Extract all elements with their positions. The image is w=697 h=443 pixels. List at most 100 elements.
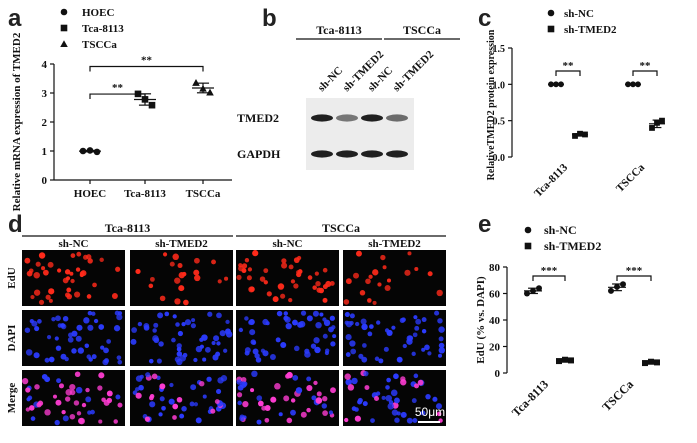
cell-nucleus — [272, 296, 279, 303]
cell-nucleus — [378, 358, 384, 364]
panel-label-a: a — [8, 5, 22, 32]
y-tick-label: 0.0 — [493, 153, 506, 164]
cell-nucleus — [391, 409, 399, 416]
blot-band-GAPDH — [361, 150, 383, 158]
cell-nucleus — [322, 333, 328, 339]
micrograph-row-label: Merge — [6, 383, 18, 414]
cell-nucleus — [400, 379, 407, 386]
cell-nucleus — [37, 319, 42, 324]
cell-nucleus — [412, 418, 418, 423]
cell-nucleus — [44, 409, 51, 416]
data-point-sh-TMED2 — [642, 360, 648, 367]
cell-nucleus — [93, 318, 99, 324]
cell-nucleus — [400, 411, 407, 418]
cell-nucleus — [404, 269, 411, 276]
cell-nucleus — [25, 407, 30, 412]
cell-nucleus — [34, 384, 40, 390]
cell-nucleus — [33, 289, 41, 296]
cell-nucleus — [438, 342, 445, 349]
cell-nucleus — [100, 345, 105, 350]
blot-lane-label: sh-NC — [316, 64, 346, 94]
legend-label: HOEC — [82, 7, 114, 19]
significance-label: ** — [640, 60, 652, 72]
micrograph-Merge-3 — [343, 370, 446, 426]
cell-nucleus — [329, 281, 335, 286]
cell-nucleus — [64, 356, 69, 362]
cell-nucleus — [356, 250, 362, 257]
cell-nucleus — [413, 315, 418, 320]
cell-nucleus — [322, 267, 328, 273]
cell-nucleus — [193, 269, 200, 276]
cell-nucleus — [374, 395, 380, 402]
cell-nucleus — [421, 317, 427, 323]
blot-group-label: TSCCa — [403, 23, 441, 37]
cell-nucleus — [367, 298, 372, 303]
cell-nucleus — [176, 343, 182, 349]
cell-nucleus — [69, 413, 76, 420]
cell-nucleus — [42, 269, 49, 276]
cell-nucleus — [413, 373, 419, 379]
cell-nucleus — [351, 406, 357, 411]
cell-nucleus — [169, 382, 174, 388]
cell-nucleus — [106, 339, 112, 344]
blot-band-TMED2 — [361, 114, 383, 122]
blot-band-GAPDH — [336, 150, 358, 158]
cell-nucleus — [156, 358, 162, 364]
legend-label: TSCCa — [82, 39, 117, 51]
cell-nucleus — [256, 395, 263, 401]
cell-nucleus — [184, 319, 192, 326]
cell-nucleus — [283, 395, 290, 402]
cell-nucleus — [319, 312, 324, 317]
cell-nucleus — [55, 345, 62, 351]
cell-nucleus — [394, 397, 400, 404]
cell-nucleus — [411, 398, 417, 404]
cell-nucleus — [106, 397, 113, 404]
cell-nucleus — [61, 409, 66, 415]
cell-nucleus — [414, 325, 420, 331]
cell-nucleus — [328, 326, 334, 333]
cell-nucleus — [425, 393, 431, 400]
cell-nucleus — [438, 347, 445, 354]
cell-nucleus — [76, 324, 83, 331]
cell-nucleus — [87, 310, 93, 316]
cell-nucleus — [92, 282, 97, 288]
blot-lane-label: sh-TMED2 — [391, 48, 437, 94]
cell-nucleus — [278, 412, 283, 417]
cell-nucleus — [91, 354, 97, 360]
cell-nucleus — [263, 268, 269, 274]
cell-nucleus — [280, 341, 287, 348]
cell-nucleus — [24, 257, 31, 264]
cell-nucleus — [57, 268, 62, 273]
scale-bar-label: 50μm — [415, 405, 445, 419]
significance-label: ** — [112, 82, 124, 94]
cell-nucleus — [315, 321, 322, 329]
cell-nucleus — [158, 341, 164, 347]
cell-nucleus — [351, 377, 358, 385]
cell-nucleus — [135, 392, 142, 399]
cell-nucleus — [55, 315, 61, 322]
cell-nucleus — [159, 295, 166, 302]
cell-nucleus — [56, 378, 62, 384]
cell-nucleus — [98, 324, 105, 330]
micrograph-Merge-1 — [130, 370, 233, 426]
micrograph-row-label: EdU — [6, 267, 18, 288]
cell-nucleus — [345, 320, 353, 328]
cell-nucleus — [149, 395, 154, 401]
micrograph-column-label: sh-TMED2 — [155, 238, 208, 250]
blot-band-TMED2 — [386, 114, 408, 122]
cell-nucleus — [415, 318, 422, 325]
cell-nucleus — [251, 340, 257, 346]
cell-nucleus — [37, 400, 44, 406]
cell-nucleus — [376, 320, 381, 325]
cell-nucleus — [152, 335, 159, 342]
legend-label: sh-TMED2 — [544, 239, 601, 253]
cell-nucleus — [175, 322, 180, 327]
cell-nucleus — [427, 351, 432, 356]
cell-nucleus — [99, 257, 104, 263]
cell-nucleus — [70, 278, 75, 284]
cell-nucleus — [179, 413, 185, 419]
cell-nucleus — [242, 401, 249, 408]
cell-nucleus — [115, 394, 121, 400]
cell-nucleus — [314, 346, 321, 354]
